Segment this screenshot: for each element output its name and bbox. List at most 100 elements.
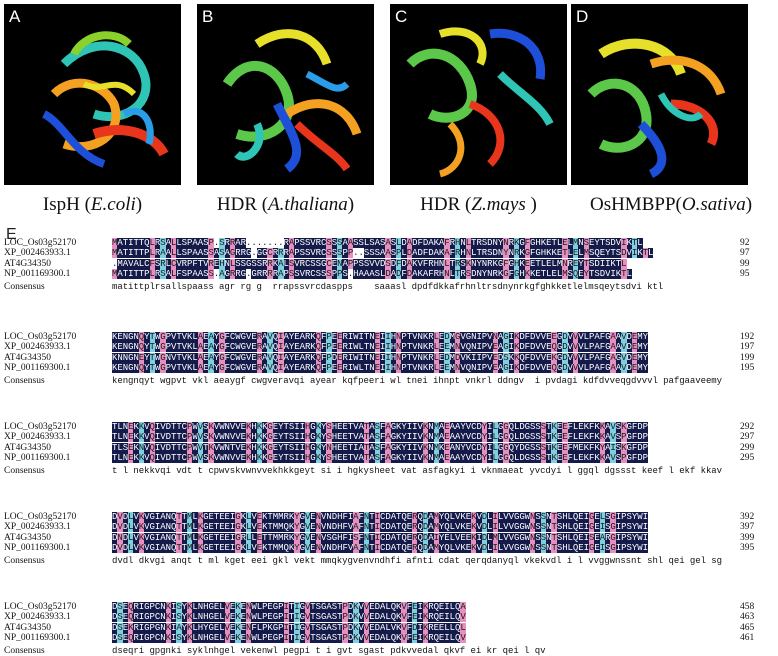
sequence-residues: matittplrsallspaass agr rg g rrapssvrcda… [112, 281, 664, 292]
residue-count: 399 [740, 532, 755, 543]
caption-d: OsHMBPP(O.sativa) [589, 194, 753, 215]
residue-count: 192 [740, 332, 755, 342]
sequence-name: Consensus [4, 465, 45, 476]
alignment-row: XP_002463933.1 DSEQRIGPCNKISYKLNHGELVEKEN… [0, 612, 778, 623]
sequence-residues: TLNEKKVQIVDTTCPWVSKVWNVVEKHKKGEYTSIIHGKY… [112, 453, 648, 464]
protein-ribbon-d [587, 38, 726, 179]
residue-count: 199 [740, 352, 755, 363]
residue-count: 395 [740, 543, 755, 554]
protein-ribbon-b [222, 29, 362, 173]
sequence-residues: TLNEKKVQIVDTTCPWVSKVWNVVEKHKKGEYTSIIHGKY… [112, 432, 648, 443]
sequence-name: Consensus [4, 645, 45, 656]
sequence-name: AT4G34350 [4, 442, 51, 453]
residue-count: 197 [740, 342, 755, 353]
residue-count: 461 [740, 633, 755, 644]
sequence-residues: dvdl dkvgi anqt t ml kget eei gkl vekt m… [112, 555, 722, 566]
sequence-name: AT4G34350 [4, 258, 51, 269]
sequence-name: XP_002463933.1 [4, 522, 71, 533]
alignment-row: LOC_Os03g52170 DVDLVKVGIANQTTMLKGETEEIGKL… [0, 512, 778, 522]
structure-panel-a: A [4, 4, 181, 185]
sequence-name: XP_002463933.1 [4, 432, 71, 443]
residue-count: 465 [740, 622, 755, 633]
alignment-row: NP_001169300.1 DSEQRIGPCNKISYKLNHGELVEKEN… [0, 633, 778, 644]
sequence-residues: DVDLVKVGIANQTTMLKGETEEIGKLVEKTMMQKYGVENV… [112, 543, 648, 554]
sequence-name: Consensus [4, 281, 45, 292]
sequence-residues: MATITTPLRAALLSPAASSASAGRRG.GGCRRRAPSSVRC… [112, 248, 654, 259]
sequence-name: XP_002463933.1 [4, 342, 71, 353]
sequence-name: LOC_Os03g52170 [4, 238, 77, 248]
alignment-row: Consensus matittplrsallspaass agr rg g rr… [0, 282, 778, 292]
panel-letter: C [395, 7, 408, 26]
sequence-name: AT4G34350 [4, 352, 51, 363]
residue-count: 297 [740, 432, 755, 443]
alignment-row: AT4G34350 TLSEKNVQIVDTTCPWVTKVWNTVEKHKKGE… [0, 442, 778, 453]
sequence-name: LOC_Os03g52170 [4, 602, 77, 612]
residue-count: 95 [740, 269, 750, 280]
sequence-name: AT4G34350 [4, 622, 51, 633]
sequence-residues: KENGNQYTWGPVTVKLAEAYGFCWGVERAVQIAYEARKQF… [112, 363, 648, 374]
residue-count: 97 [740, 248, 750, 259]
panel-letter: A [9, 7, 21, 26]
residue-count: 295 [740, 453, 755, 464]
alignment-row: LOC_Os03g52170 MATITTQLRSALLSPAASP.SRRAR.… [0, 238, 778, 248]
panel-letter: B [202, 7, 214, 26]
sequence-residues: KENGNQYTWGPVTVKLAEAYGFCWGVERAVQIAYEARKQF… [112, 332, 648, 342]
panel-letter: D [576, 7, 589, 26]
alignment-row: Consensus dseqri gpgnki syklnhgel vekenwl… [0, 646, 778, 656]
alignment-row: NP_001169300.1 TLNEKKVQIVDTTCPWVSKVWNVVEK… [0, 453, 778, 464]
sequence-residues: TLNEKKVQIVDTTCPWVSKVWNVVEKHKKGEYTSIIHGKY… [112, 422, 648, 432]
alignment-row: XP_002463933.1 MATITTPLRAALLSPAASSASAGRRG… [0, 248, 778, 259]
sequence-name: Consensus [4, 375, 45, 386]
sequence-residues: t l nekkvqi vdt t cpwvskvwnvvekhkkgeyt s… [112, 465, 722, 476]
residue-count: 99 [740, 258, 750, 269]
sequence-name: LOC_Os03g52170 [4, 422, 77, 432]
alignment-row: XP_002463933.1 KENGNQYTWGPVTVKLAEAYGFCWGV… [0, 342, 778, 353]
structure-panel-d: D [571, 4, 748, 185]
residue-count: 458 [740, 602, 755, 612]
residue-count: 292 [740, 422, 755, 432]
sequence-residues: DVDLVKVGIANQTTMLKGETEEIGKLVEKTMMRKYGVENV… [112, 512, 648, 522]
residue-count: 92 [740, 238, 750, 248]
sequence-residues: DVDLVKVGIANQTTMLKGETEEIGKLVEKTMMQKYGVENV… [112, 522, 648, 533]
sequence-name: NP_001169300.1 [4, 269, 71, 280]
sequence-residues: KENGNQYTWGPVTVKLAEAYGFCWGVERAVQIAYEARKQF… [112, 342, 648, 353]
alignment-row: XP_002463933.1 DVDLVKVGIANQTTMLKGETEEIGKL… [0, 522, 778, 533]
sequence-name: LOC_Os03g52170 [4, 332, 77, 342]
alignment-row: Consensus dvdl dkvgi anqt t ml kget eei g… [0, 556, 778, 566]
residue-count: 195 [740, 363, 755, 374]
sequence-name: LOC_Os03g52170 [4, 512, 77, 522]
alignment-row: LOC_Os03g52170 DSEQRIGPCNKISYKLNHGELVEKEN… [0, 602, 778, 612]
residue-count: 397 [740, 522, 755, 533]
alignment-row: LOC_Os03g52170 KENGNQYTWGPVTVKLAEAYGFCWGV… [0, 332, 778, 342]
alignment-row: Consensus t l nekkvqi vdt t cpwvskvwnvvek… [0, 466, 778, 476]
structure-panel-c: C [390, 4, 567, 185]
sequence-name: NP_001169300.1 [4, 363, 71, 374]
sequence-residues: MATITTQLRSALLSPAASP.SRRAR.......RAPSSVRC… [112, 238, 643, 248]
sequence-name: AT4G34350 [4, 532, 51, 543]
sequence-name: XP_002463933.1 [4, 248, 71, 259]
alignment-row: XP_002463933.1 TLNEKKVQIVDTTCPWVSKVWNVVEK… [0, 432, 778, 443]
alignment-row: AT4G34350 DSEKRIGPGNKIAYKLHYGELVEKENFLPKG… [0, 622, 778, 633]
sequence-name: NP_001169300.1 [4, 453, 71, 464]
sequence-residues: MATITTPLRSALFSPAASS.AGRRG.GRRRRAPSSVRCSS… [112, 269, 632, 280]
sequence-name: Consensus [4, 555, 45, 566]
sequence-residues: dseqri gpgnki syklnhgel vekenwl pegpi t … [112, 645, 546, 656]
caption-c: HDR (Z.mays ) [420, 194, 537, 215]
alignment-row: NP_001169300.1 KENGNQYTWGPVTVKLAEAYGFCWGV… [0, 363, 778, 374]
sequence-residues: DSEQRIGPCNKISYKLNHGELVEKENWLPEGPITIGVTSG… [112, 602, 466, 612]
alignment-row: LOC_Os03g52170 TLNEKKVQIVDTTCPWVSKVWNVVEK… [0, 422, 778, 432]
structure-panel-b: B [197, 4, 374, 185]
protein-ribbon-c [406, 27, 554, 178]
sequence-residues: DSEKRIGPGNKIAYKLHYGELVEKENFLPKGPITIGVTSG… [112, 622, 466, 633]
sequence-residues: DSEQRIGPCNKISYKLNHGELVEKENWLPEGPITIGVTSG… [112, 612, 466, 623]
sequence-residues: TLSEKNVQIVDTTCPWVTKVWNTVEKHKKGEYTSIIHGKY… [112, 442, 648, 453]
residue-count: 392 [740, 512, 755, 522]
alignment-row: AT4G34350 .MAVALCFSRLCVRPFTVREHNLSSGSSRRK… [0, 258, 778, 269]
panel-letter-e: E [6, 226, 17, 243]
caption-a: IspH (E.coli) [42, 194, 143, 215]
sequence-residues: kengnqyt wgpvt vkl aeaygf cwgveravqi aye… [112, 375, 722, 386]
residue-count: 299 [740, 442, 755, 453]
sequence-residues: KNNGNEYTWGNVTVKLAEAYGFCWGVERAVQIAYEARKQF… [112, 352, 648, 363]
residue-count: 463 [740, 612, 755, 623]
caption-b: HDR (A.thaliana) [216, 194, 355, 215]
